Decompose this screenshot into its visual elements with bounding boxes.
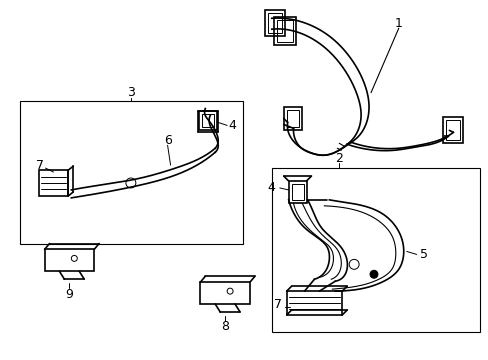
Text: 1: 1 (394, 17, 402, 30)
Bar (283, 107, 301, 130)
Bar (264, 10, 284, 36)
Bar (276, 20, 292, 42)
Bar (286, 291, 342, 315)
Text: 7: 7 (36, 159, 43, 172)
Text: 7: 7 (273, 297, 281, 311)
Bar (288, 181, 306, 203)
Circle shape (369, 270, 377, 278)
Text: 8: 8 (221, 320, 229, 333)
Bar (267, 13, 281, 33)
Text: 3: 3 (127, 86, 135, 99)
Bar (200, 282, 249, 304)
Text: 4: 4 (228, 119, 236, 132)
Bar (271, 168, 479, 332)
Bar (443, 117, 462, 143)
Bar (20, 100, 243, 244)
Text: 2: 2 (335, 152, 343, 165)
Bar (286, 109, 298, 127)
Bar (446, 121, 459, 140)
Text: 9: 9 (65, 288, 73, 301)
Bar (39, 170, 68, 196)
Text: 4: 4 (267, 181, 275, 194)
Bar (273, 17, 295, 45)
Bar (44, 249, 94, 271)
Bar (199, 111, 217, 130)
Bar (291, 184, 303, 200)
Text: 5: 5 (419, 248, 427, 261)
Bar (202, 113, 214, 127)
Text: 6: 6 (163, 134, 171, 147)
